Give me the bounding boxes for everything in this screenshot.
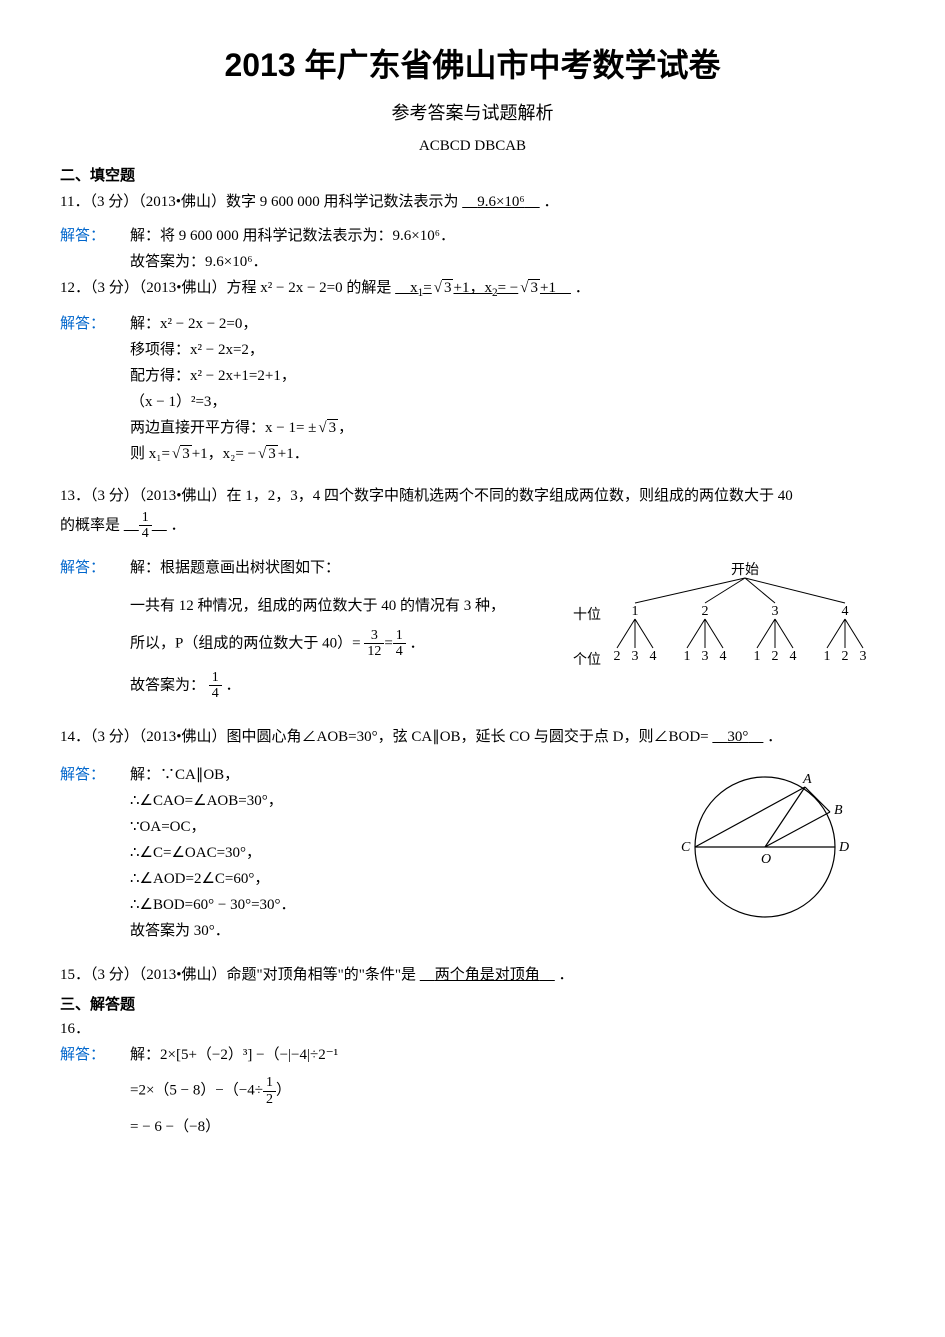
q11-text: 11．（3 分）（2013•佛山）数字 9 600 000 用科学记数法表示为 bbox=[60, 194, 458, 210]
svg-text:1: 1 bbox=[632, 604, 639, 619]
q12-ans-line2: 移项得：x² − 2x=2， bbox=[130, 338, 885, 362]
q11-ans-line1: 解：将 9 600 000 用科学记数法表示为：9.6×10⁶． bbox=[130, 224, 885, 248]
q11-period: ． bbox=[543, 194, 558, 210]
q12-text: 12．（3 分）（2013•佛山）方程 x² − 2x − 2=0 的解是 bbox=[60, 280, 391, 296]
question-12: 12．（3 分）（2013•佛山）方程 x² − 2x − 2=0 的解是 x1… bbox=[60, 276, 885, 302]
svg-text:2: 2 bbox=[772, 649, 779, 664]
q12-ans-line3: 配方得：x² − 2x+1=2+1， bbox=[130, 364, 885, 388]
svg-text:3: 3 bbox=[772, 604, 779, 619]
page-title: 2013 年广东省佛山市中考数学试卷 bbox=[60, 40, 885, 91]
page-subtitle: 参考答案与试题解析 bbox=[60, 99, 885, 128]
svg-text:3: 3 bbox=[632, 649, 639, 664]
q11-blank: 9.6×10⁶ bbox=[462, 194, 539, 210]
question-13-line1: 13．（3 分）（2013•佛山）在 1，2，3，4 四个数字中随机选两个不同的… bbox=[60, 484, 885, 508]
svg-text:3: 3 bbox=[860, 649, 867, 664]
svg-text:十位: 十位 bbox=[573, 607, 601, 623]
q12-period: ． bbox=[575, 280, 590, 296]
q16-ans-line3: = − 6 −（−8） bbox=[130, 1115, 885, 1139]
svg-text:B: B bbox=[834, 803, 843, 818]
question-15: 15．（3 分）（2013•佛山）命题"对顶角相等"的"条件"是 两个角是对顶角… bbox=[60, 963, 885, 987]
svg-text:C: C bbox=[681, 840, 691, 855]
answer-label: 解答： bbox=[60, 556, 105, 580]
q11-ans-line2: 故答案为：9.6×10⁶． bbox=[130, 250, 885, 274]
svg-text:4: 4 bbox=[842, 604, 849, 619]
q16-ans-line1: 解：2×[5+（−2）³] −（−|−4|÷2⁻¹ bbox=[130, 1043, 885, 1067]
svg-text:4: 4 bbox=[720, 649, 727, 664]
circle-diagram: A B C D O bbox=[675, 767, 865, 927]
q12-answer: 解答： 解：x² − 2x − 2=0， 移项得：x² − 2x=2， 配方得：… bbox=[60, 312, 885, 466]
answer-label: 解答： bbox=[60, 224, 105, 248]
q14-blank: 30° bbox=[712, 729, 763, 745]
svg-text:4: 4 bbox=[650, 649, 657, 664]
q12-ans-line5: 两边直接开平方得：x − 1= ±3， bbox=[130, 416, 885, 440]
svg-text:O: O bbox=[761, 852, 771, 867]
question-14: 14．（3 分）（2013•佛山）图中圆心角∠AOB=30°，弦 CA∥OB，延… bbox=[60, 725, 885, 749]
svg-text:开始: 开始 bbox=[731, 562, 759, 578]
q11-answer: 解答： 解：将 9 600 000 用科学记数法表示为：9.6×10⁶． 故答案… bbox=[60, 224, 885, 274]
q12-ans-line6: 则 x₁=3+1，x₂= −3+1． bbox=[130, 442, 885, 466]
answer-label: 解答： bbox=[60, 312, 105, 336]
svg-text:3: 3 bbox=[702, 649, 709, 664]
q14-period: ． bbox=[767, 729, 782, 745]
svg-text:2: 2 bbox=[702, 604, 709, 619]
q15-period: ． bbox=[559, 967, 574, 983]
q14-answer: 解答： ABCDO 解：∵CA∥OB， ∴∠CAO=∠AOB=30°， ∵OA=… bbox=[60, 763, 885, 945]
svg-text:个位: 个位 bbox=[573, 652, 601, 668]
svg-text:1: 1 bbox=[754, 649, 761, 664]
answer-label: 解答： bbox=[60, 763, 105, 787]
q16-answer: 解答： 解：2×[5+（−2）³] −（−|−4|÷2⁻¹ =2×（5 − 8）… bbox=[60, 1043, 885, 1139]
multiple-choice-answers: ACBCD DBCAB bbox=[60, 134, 885, 158]
section-3-header: 三、解答题 bbox=[60, 993, 885, 1017]
tree-diagram: 开始十位个位1234213431244123 bbox=[555, 560, 885, 680]
q12-blank: x1=3+1，x2= −3+1 bbox=[395, 280, 571, 296]
svg-text:1: 1 bbox=[824, 649, 831, 664]
q14-text: 14．（3 分）（2013•佛山）图中圆心角∠AOB=30°，弦 CA∥OB，延… bbox=[60, 729, 709, 745]
svg-text:D: D bbox=[838, 840, 849, 855]
q15-blank: 两个角是对顶角 bbox=[420, 967, 555, 983]
svg-text:1: 1 bbox=[684, 649, 691, 664]
svg-text:4: 4 bbox=[790, 649, 797, 664]
question-11: 11．（3 分）（2013•佛山）数字 9 600 000 用科学记数法表示为 … bbox=[60, 190, 885, 214]
question-16-num: 16． bbox=[60, 1017, 885, 1041]
q15-text: 15．（3 分）（2013•佛山）命题"对顶角相等"的"条件"是 bbox=[60, 967, 416, 983]
question-13-line2: 的概率是 14 ． bbox=[60, 510, 885, 542]
svg-text:A: A bbox=[802, 772, 812, 787]
q13-answer: 解答： 开始十位个位1234213431244123 解：根据题意画出树状图如下… bbox=[60, 556, 885, 704]
q16-ans-line2: =2×（5 − 8）−（−4÷12） bbox=[130, 1075, 885, 1107]
svg-text:2: 2 bbox=[842, 649, 849, 664]
section-2-header: 二、填空题 bbox=[60, 164, 885, 188]
answer-label: 解答： bbox=[60, 1043, 105, 1067]
q12-ans-line4: （x − 1）²=3， bbox=[130, 390, 885, 414]
svg-text:2: 2 bbox=[614, 649, 621, 664]
q12-ans-line1: 解：x² − 2x − 2=0， bbox=[130, 312, 885, 336]
